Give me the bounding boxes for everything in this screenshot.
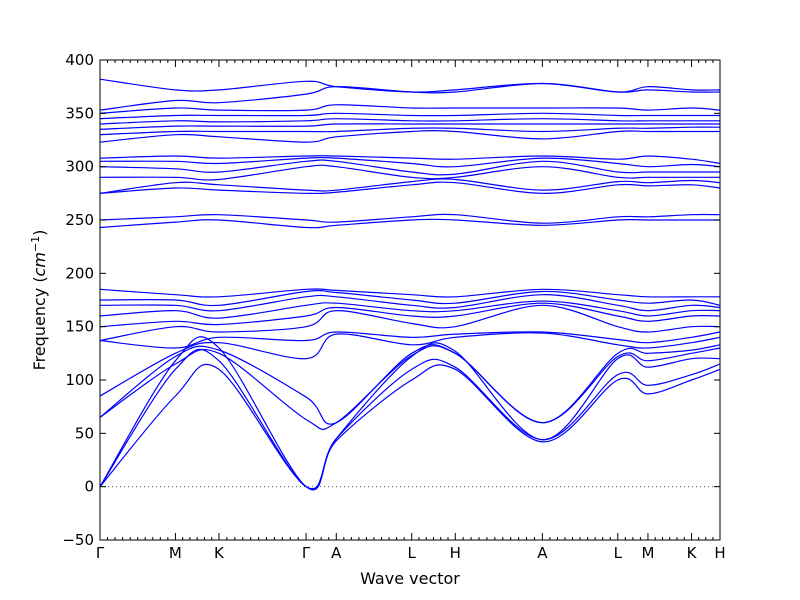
y-tick-label: −50: [62, 531, 94, 549]
band-line-9: [99, 302, 721, 328]
x-tick-label: Γ: [96, 544, 105, 562]
band-line-28: [99, 82, 721, 111]
band-line-25: [99, 118, 720, 125]
x-tick-label: A: [537, 544, 548, 562]
band-line-29: [99, 78, 721, 93]
band-line-5: [99, 344, 721, 425]
y-tick-label: 250: [65, 211, 94, 229]
y-tick-label: 0: [84, 478, 94, 496]
band-line-8: [99, 304, 721, 342]
band-line-18: [99, 164, 720, 181]
band-line-14: [99, 218, 720, 229]
x-tick-label: K: [687, 544, 698, 562]
band-line-24: [99, 123, 720, 130]
band-line-11: [99, 294, 721, 312]
band-line-15: [99, 213, 721, 224]
x-tick-label: Γ: [302, 544, 311, 562]
x-tick-label: K: [214, 544, 225, 562]
band-line-22: [99, 130, 720, 143]
band-line-12: [99, 289, 721, 307]
y-tick-label: 350: [65, 104, 94, 122]
x-tick-label: M: [169, 544, 182, 562]
y-axis-label-close: ): [30, 230, 49, 236]
y-tick-label: 300: [65, 158, 94, 176]
x-tick-label: M: [641, 544, 654, 562]
band-line-7: [99, 331, 721, 349]
band-line-3: [99, 336, 721, 491]
band-lines: [99, 78, 721, 491]
band-line-19: [99, 159, 720, 176]
y-tick-label: 400: [65, 51, 94, 69]
band-line-1: [99, 363, 721, 490]
x-tick-label: H: [450, 544, 461, 562]
y-axis-label: Frequency (cm−1): [29, 230, 49, 371]
band-line-26: [99, 112, 720, 120]
band-line-6: [99, 332, 721, 397]
band-line-20: [99, 156, 721, 168]
y-axis-unit-exponent: −1: [29, 236, 42, 252]
plot-frame: [99, 59, 721, 541]
band-line-17: [99, 178, 721, 194]
band-line-10: [99, 300, 721, 319]
x-tick-label: A: [331, 544, 342, 562]
x-tick-label: L: [407, 544, 416, 562]
band-line-4: [99, 345, 721, 430]
y-ticks: −50 0 50 100 150 200 250 300 350 400: [62, 51, 720, 549]
y-tick-label: 100: [65, 371, 94, 389]
band-line-13: [99, 288, 720, 298]
y-tick-label: 150: [65, 318, 94, 336]
x-tick-label: L: [614, 544, 623, 562]
band-line-27: [99, 104, 721, 114]
band-line-2: [99, 348, 721, 490]
y-tick-label: 200: [65, 264, 94, 282]
y-tick-label: 50: [75, 424, 94, 442]
band-line-21: [99, 155, 721, 165]
x-axis-label: Wave vector: [360, 569, 460, 588]
y-axis-unit: cm: [30, 252, 49, 276]
band-line-23: [99, 126, 721, 136]
band-line-16: [99, 181, 721, 195]
x-tick-label: H: [714, 544, 725, 562]
y-axis-label-text: Frequency: [30, 288, 49, 371]
